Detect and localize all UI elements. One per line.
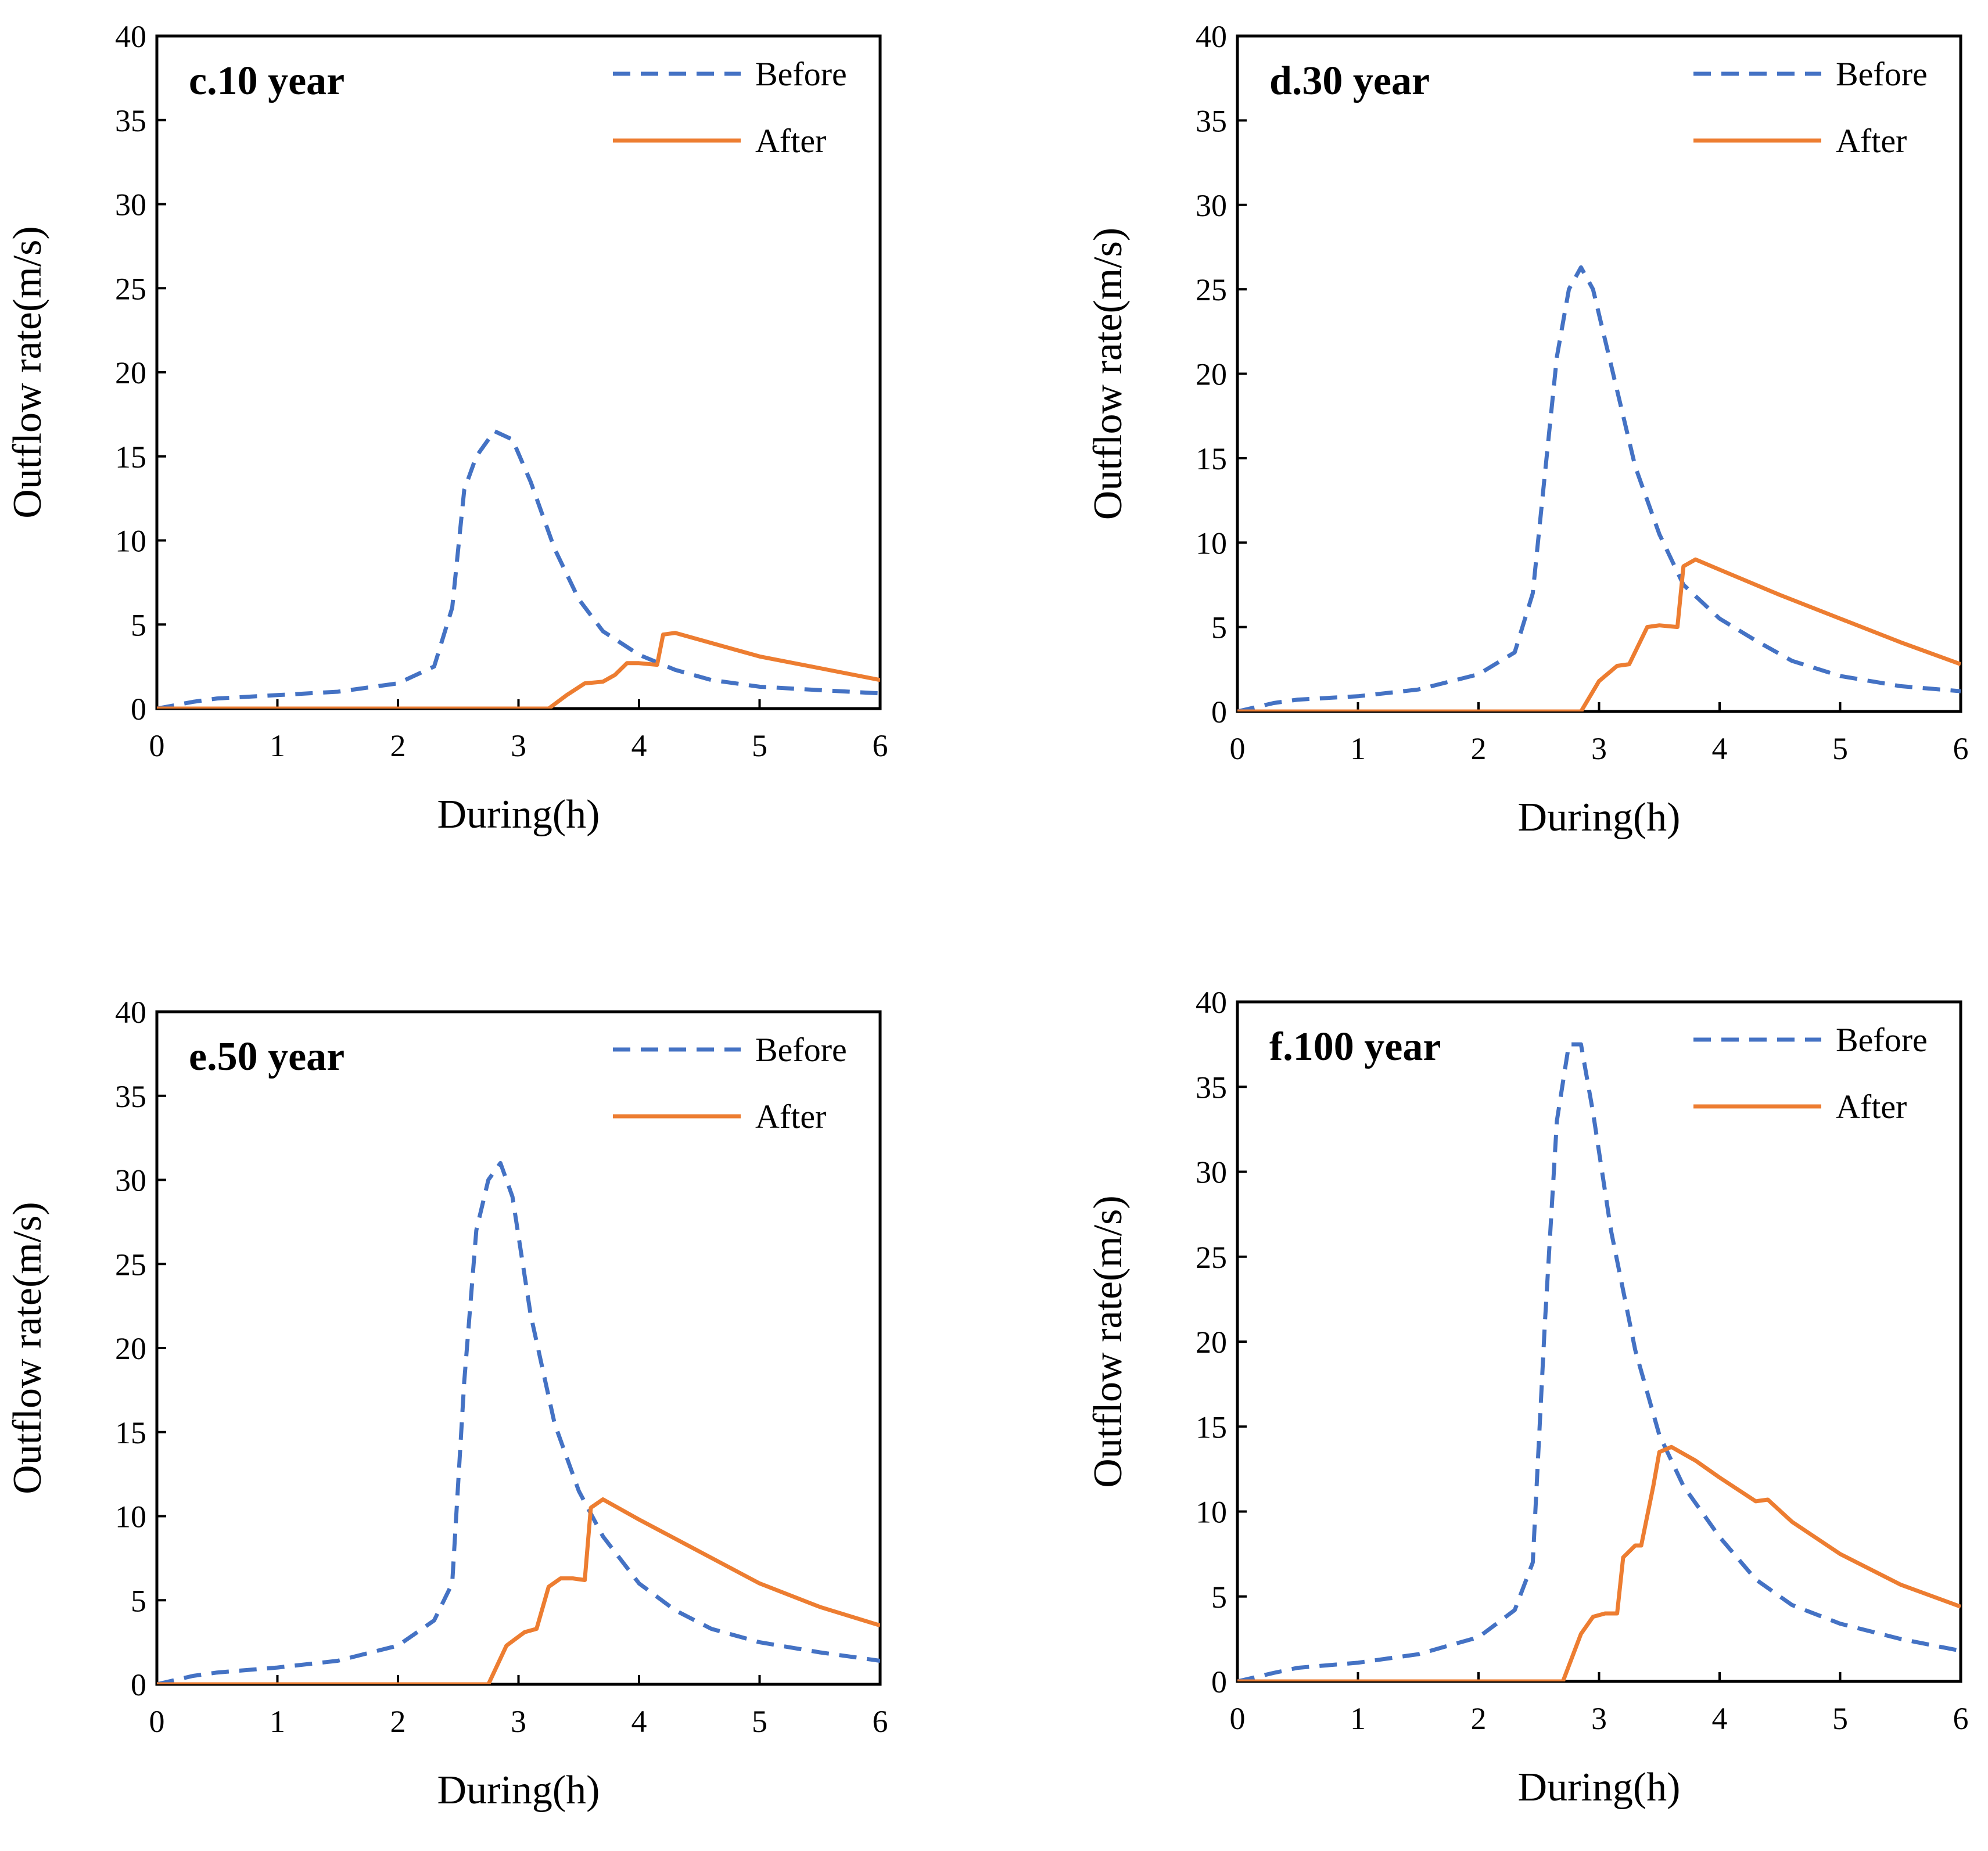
series-line-after bbox=[1237, 1444, 1961, 1681]
y-tick-label: 5 bbox=[1211, 610, 1227, 645]
legend-label-before: Before bbox=[755, 1031, 847, 1069]
y-tick-label: 5 bbox=[131, 608, 146, 642]
y-tick-label: 30 bbox=[115, 1163, 146, 1198]
x-tick-label: 5 bbox=[1832, 1701, 1848, 1736]
y-tick-label: 0 bbox=[1211, 1665, 1227, 1699]
chart-panel-4: 0 5 10 15 20 25 30 35 40 0 1 2 3 4 5 6 During(h) Outflow … bbox=[1086, 985, 1969, 1810]
x-tick-label: 0 bbox=[149, 1704, 165, 1739]
y-tick-label: 40 bbox=[115, 19, 146, 54]
panel-title: f.100 year bbox=[1269, 1025, 1441, 1069]
x-tick-label: 0 bbox=[1230, 1701, 1246, 1736]
y-tick-label: 30 bbox=[1196, 1155, 1227, 1190]
y-tick-label: 35 bbox=[115, 1079, 146, 1114]
y-tick-label: 20 bbox=[1196, 357, 1227, 392]
chart-panel-3: 0 5 10 15 20 25 30 35 40 0 1 2 3 4 5 6 During(h) Outflow … bbox=[5, 995, 888, 1813]
x-tick-label: 0 bbox=[1230, 731, 1246, 766]
y-tick-label: 10 bbox=[1196, 1495, 1227, 1530]
y-tick-label: 15 bbox=[115, 440, 146, 475]
x-tick-label: 3 bbox=[511, 1704, 526, 1739]
legend-label-after: After bbox=[755, 1098, 826, 1135]
x-tick-label: 6 bbox=[873, 1704, 888, 1739]
x-tick-label: 5 bbox=[752, 728, 767, 763]
panel-title: d.30 year bbox=[1269, 59, 1430, 103]
x-tick-label: 4 bbox=[1712, 731, 1728, 766]
panel-title: e.50 year bbox=[189, 1034, 345, 1079]
legend-label-before: Before bbox=[755, 55, 847, 93]
y-tick-label: 15 bbox=[1196, 441, 1227, 476]
x-tick-label: 6 bbox=[1953, 1701, 1969, 1736]
x-tick-label: 5 bbox=[752, 1704, 767, 1739]
y-tick-label: 15 bbox=[115, 1415, 146, 1450]
series-line-after bbox=[157, 1497, 880, 1684]
series-line-before bbox=[1237, 265, 1961, 711]
x-tick-label: 1 bbox=[270, 1704, 285, 1739]
y-tick-label: 40 bbox=[115, 995, 146, 1030]
y-tick-label: 20 bbox=[115, 355, 146, 390]
x-tick-label: 6 bbox=[1953, 731, 1969, 766]
x-tick-label: 2 bbox=[390, 728, 406, 763]
x-tick-label: 6 bbox=[873, 728, 888, 763]
x-tick-label: 4 bbox=[631, 1704, 647, 1739]
x-tick-label: 3 bbox=[511, 728, 526, 763]
y-tick-label: 40 bbox=[1196, 19, 1227, 54]
x-axis-label: During(h) bbox=[1518, 795, 1681, 840]
x-tick-label: 2 bbox=[1471, 731, 1487, 766]
x-tick-label: 2 bbox=[390, 1704, 406, 1739]
chart-panel-1: 0 5 10 15 20 25 30 35 40 0 1 2 3 4 5 6 During(h) Outflow … bbox=[5, 19, 888, 837]
y-tick-label: 10 bbox=[115, 1500, 146, 1534]
x-tick-label: 3 bbox=[1591, 1701, 1607, 1736]
y-tick-label: 20 bbox=[1196, 1325, 1227, 1360]
y-axis-label: Outflow rate(m/s) bbox=[1086, 228, 1131, 520]
x-tick-label: 0 bbox=[149, 728, 165, 763]
y-tick-label: 35 bbox=[115, 103, 146, 138]
series-line-before bbox=[157, 1161, 880, 1684]
legend-label-after: After bbox=[1836, 1088, 1907, 1126]
y-tick-label: 10 bbox=[115, 524, 146, 559]
x-tick-label: 1 bbox=[1350, 1701, 1366, 1736]
x-tick-label: 1 bbox=[1350, 731, 1366, 766]
series-line-after bbox=[157, 631, 880, 709]
y-tick-label: 5 bbox=[1211, 1580, 1227, 1615]
y-tick-label: 25 bbox=[115, 271, 146, 306]
y-tick-label: 10 bbox=[1196, 526, 1227, 560]
y-tick-label: 5 bbox=[131, 1583, 146, 1618]
y-tick-label: 0 bbox=[131, 692, 146, 727]
y-tick-label: 25 bbox=[1196, 1240, 1227, 1275]
x-axis-label: During(h) bbox=[437, 1768, 600, 1813]
legend-label-after: After bbox=[1836, 122, 1907, 160]
y-axis-label: Outflow rate(m/s) bbox=[1086, 1195, 1131, 1487]
series-line-before bbox=[157, 429, 880, 709]
y-tick-label: 0 bbox=[131, 1667, 146, 1702]
legend-label-before: Before bbox=[1836, 55, 1928, 93]
series-line-after bbox=[1237, 557, 1961, 711]
y-tick-label: 0 bbox=[1211, 695, 1227, 729]
y-axis-label: Outflow rate(m/s) bbox=[5, 1202, 50, 1494]
chart-panel-2: 0 5 10 15 20 25 30 35 40 0 1 2 3 4 5 6 During(h) Outflow … bbox=[1086, 19, 1969, 840]
panel-title: c.10 year bbox=[189, 59, 345, 103]
x-tick-label: 4 bbox=[1712, 1701, 1728, 1736]
x-tick-label: 4 bbox=[631, 728, 647, 763]
y-tick-label: 30 bbox=[1196, 188, 1227, 223]
y-tick-label: 35 bbox=[1196, 103, 1227, 138]
x-axis-label: During(h) bbox=[1518, 1765, 1681, 1810]
legend-label-before: Before bbox=[1836, 1021, 1928, 1059]
y-axis-label: Outflow rate(m/s) bbox=[5, 226, 50, 518]
y-tick-label: 20 bbox=[115, 1331, 146, 1366]
y-tick-label: 25 bbox=[1196, 272, 1227, 307]
x-tick-label: 1 bbox=[270, 728, 285, 763]
y-tick-label: 30 bbox=[115, 188, 146, 222]
y-tick-label: 35 bbox=[1196, 1070, 1227, 1105]
x-tick-label: 5 bbox=[1832, 731, 1848, 766]
y-tick-label: 25 bbox=[115, 1247, 146, 1282]
x-tick-label: 3 bbox=[1591, 731, 1607, 766]
x-tick-label: 2 bbox=[1471, 1701, 1487, 1736]
y-tick-label: 15 bbox=[1196, 1410, 1227, 1444]
legend-label-after: After bbox=[755, 122, 826, 160]
series-line-before bbox=[1237, 1042, 1961, 1681]
y-tick-label: 40 bbox=[1196, 985, 1227, 1020]
x-axis-label: During(h) bbox=[437, 792, 600, 837]
